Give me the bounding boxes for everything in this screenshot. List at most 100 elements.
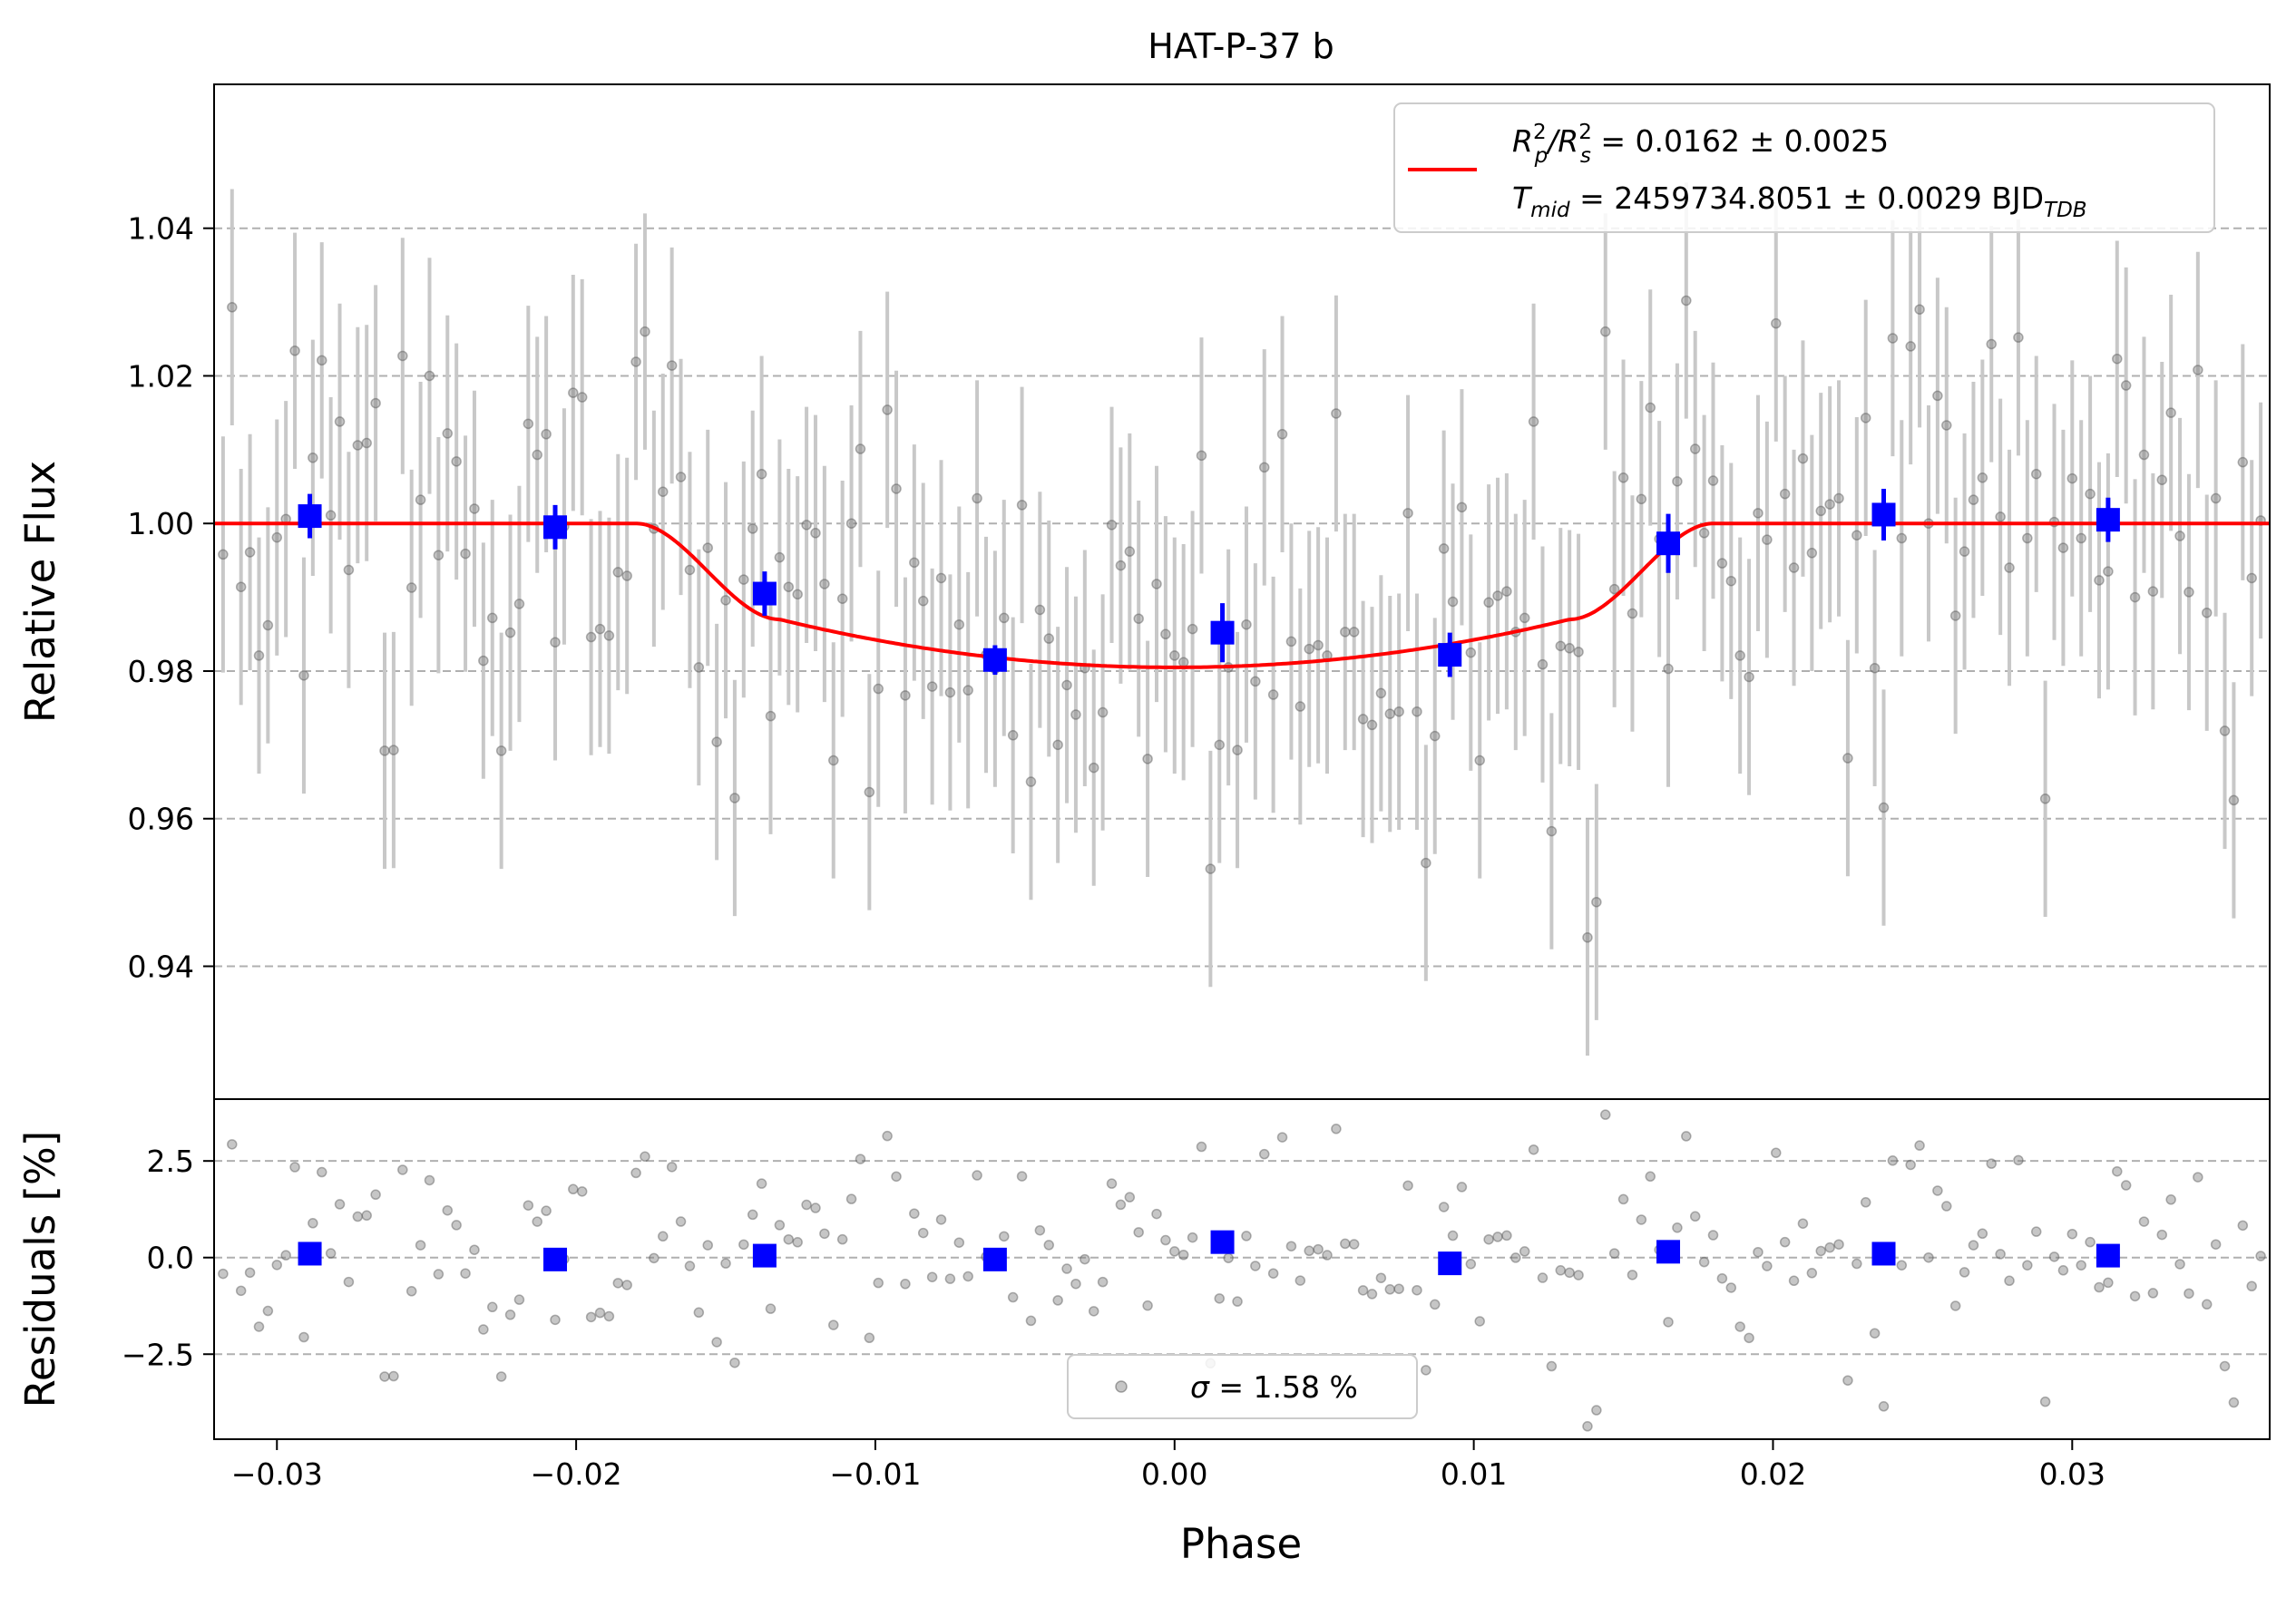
residual-raw-point [308,1218,318,1229]
flux-raw-point [792,589,803,600]
flux-raw-point [720,595,731,606]
residual-raw-point [711,1337,722,1348]
flux-raw-point [1698,528,1710,539]
flux-raw-point [1474,755,1485,766]
residual-raw-point [864,1332,875,1344]
flux-raw-point [442,428,454,439]
residual-raw-point [1331,1124,1342,1134]
residual-raw-point [397,1164,408,1175]
legend-sigma-symbol: σ [1190,1369,1210,1405]
legend-t-value: = 2459734.8051 ± 0.0029 BJD [1570,180,2044,216]
flux-raw-point [1142,754,1153,764]
flux-raw-point [1429,730,1441,742]
residual-raw-point [828,1319,839,1330]
legend-r-mid: /R [1545,123,1578,159]
flux-raw-point [836,593,848,604]
residual-raw-point [280,1250,291,1261]
flux-raw-point [1088,762,1099,774]
flux-raw-point [1528,416,1539,427]
flux-raw-point [235,581,247,592]
flux-raw-point [1636,493,1647,505]
residual-raw-point [1734,1321,1745,1332]
flux-raw-point [1949,610,1961,621]
residual-raw-point [702,1240,713,1251]
flux-raw-point [1295,701,1306,712]
residual-raw-point [1169,1246,1180,1257]
residual-raw-point [1788,1275,1800,1287]
flux-raw-point [1052,739,1063,751]
flux-raw-point [1663,663,1674,675]
residual-raw-point [810,1203,821,1213]
residual-raw-point [316,1166,327,1178]
residual-raw-point [1276,1132,1288,1143]
flux-y-ticks: 0.94 0.96 0.98 1.00 1.02 1.04 [128,211,214,985]
flux-raw-point [1600,326,1611,337]
residual-raw-point [1295,1275,1306,1286]
flux-y-tick-label: 1.04 [128,211,194,247]
residual-raw-point [1375,1272,1387,1283]
residual-raw-point [2057,1265,2069,1276]
residual-raw-point [1357,1285,1369,1296]
flux-raw-point [1016,500,1028,511]
residual-raw-point [550,1314,561,1326]
residual-raw-point [801,1199,812,1211]
residual-raw-point [1402,1180,1413,1192]
residual-raw-point [1177,1249,1189,1261]
flux-raw-point [2184,587,2194,598]
residual-raw-point [1465,1259,1477,1270]
flux-binned-point [298,504,322,529]
legend-r-sub1: p [1534,144,1549,168]
residual-raw-point [1519,1246,1530,1257]
flux-raw-point [828,755,839,766]
residual-raw-point [1115,1199,1127,1211]
flux-raw-point [819,579,830,589]
flux-raw-point [640,326,650,337]
flux-raw-point [1007,730,1019,741]
flux-raw-point [1313,639,1324,651]
residual-raw-point [1232,1296,1243,1307]
residual-binned-point [2096,1243,2120,1268]
flux-raw-point [1725,575,1737,587]
flux-binned-point [1871,502,1896,527]
flux-raw-point [702,542,713,553]
residual-raw-point [1250,1261,1261,1271]
flux-raw-point [352,440,364,451]
residual-raw-point [765,1303,777,1314]
residual-raw-point [1016,1171,1028,1182]
flux-raw-point [594,623,606,635]
flux-raw-point [1617,472,1629,483]
flux-raw-point [2057,542,2069,553]
x-tick-label: 0.02 [1740,1456,1806,1492]
residual-raw-point [415,1240,426,1251]
flux-y-tick-label: 0.96 [128,802,194,837]
residual-raw-point [1438,1202,1450,1212]
flux-raw-point [801,520,812,531]
flux-raw-point [2030,468,2042,480]
flux-raw-point [1205,863,1216,874]
residual-raw-point [917,1227,929,1239]
flux-raw-point [2076,532,2086,544]
residual-raw-point [738,1239,749,1251]
residual-raw-point [1672,1222,1683,1233]
residual-raw-point [523,1200,534,1211]
flux-raw-point [1133,613,1144,624]
flux-raw-point [603,630,615,641]
flux-raw-point [2094,575,2105,586]
flux-raw-point [532,449,542,461]
flux-raw-point [1070,709,1081,720]
flux-raw-point [1716,558,1728,569]
flux-raw-point [926,681,938,692]
residual-raw-point [532,1216,542,1227]
residual-raw-point [541,1205,552,1216]
flux-raw-point [1393,706,1404,717]
residual-raw-point [2219,1360,2231,1372]
flux-raw-point [576,392,588,403]
residual-raw-point [2210,1239,2222,1250]
residual-raw-point [504,1310,516,1320]
flux-binned-point [752,581,777,606]
flux-raw-point [756,468,767,480]
flux-raw-point [1591,896,1602,908]
residual-raw-point [1797,1218,1809,1229]
residual-raw-point [2066,1228,2078,1240]
residual-raw-point [325,1248,337,1259]
